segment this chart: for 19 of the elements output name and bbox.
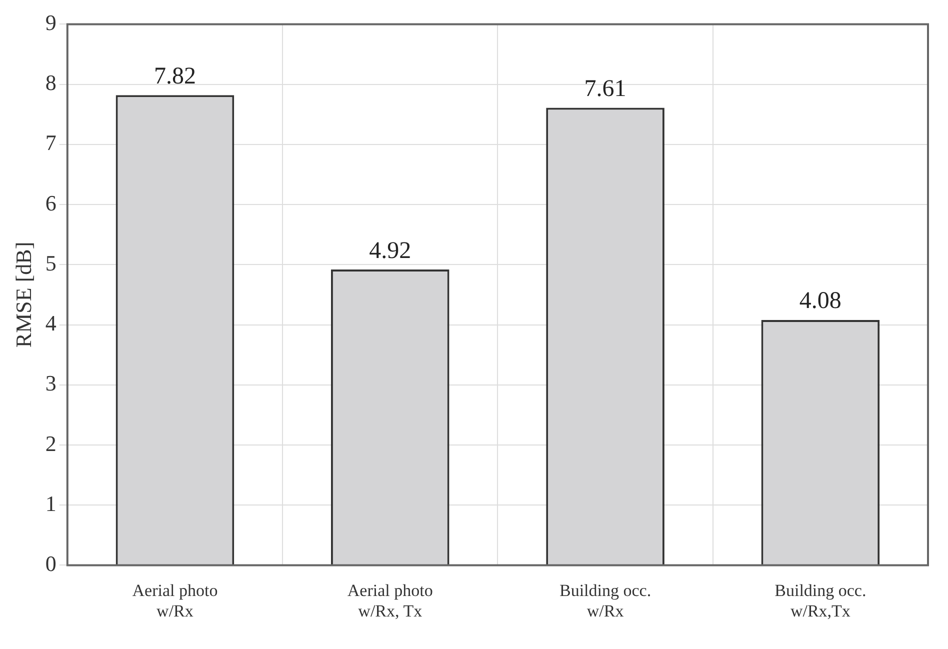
y-tick-label: 3 bbox=[45, 370, 56, 396]
data-label: 4.92 bbox=[369, 238, 412, 264]
y-tick-label: 8 bbox=[45, 70, 56, 96]
y-tick-label: 7 bbox=[45, 130, 56, 156]
x-tick-label: Building occ. w/Rx bbox=[559, 580, 652, 620]
y-axis-title: RMSE [dB] bbox=[10, 242, 36, 348]
y-tick-label: 5 bbox=[45, 250, 56, 276]
x-tick-label: Aerial photo w/Rx, Tx bbox=[347, 580, 433, 620]
y-tick-label: 1 bbox=[45, 490, 56, 516]
y-tick-label: 9 bbox=[45, 10, 56, 35]
y-tick-label: 0 bbox=[45, 550, 56, 576]
x-tick-label: Aerial photo w/Rx bbox=[132, 580, 218, 620]
data-label: 4.08 bbox=[799, 288, 842, 314]
y-tick-label: 4 bbox=[45, 310, 56, 336]
y-tick-label: 6 bbox=[45, 190, 56, 216]
data-label: 7.82 bbox=[154, 63, 196, 90]
x-tick-label: Building occ. w/Rx,Tx bbox=[774, 580, 866, 620]
data-label: 7.61 bbox=[584, 76, 626, 102]
y-tick-label: 2 bbox=[45, 430, 56, 456]
